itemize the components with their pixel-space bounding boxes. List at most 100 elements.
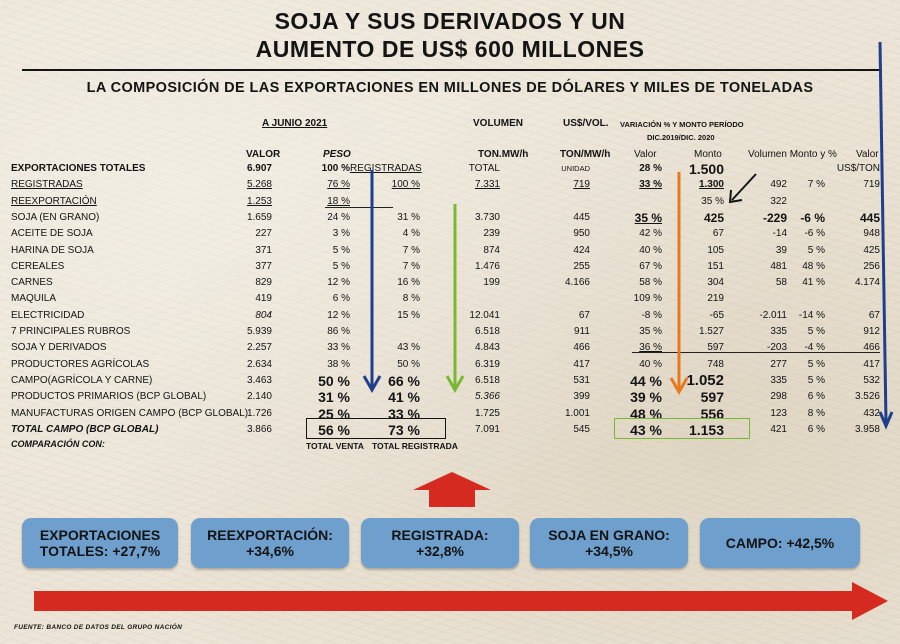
cell-vmonto: -14: [772, 228, 787, 240]
cell-vol: 239: [483, 228, 500, 240]
cell-peso: 100 %: [321, 163, 350, 174]
cell-usdton: 3.526: [854, 391, 880, 403]
cell-usdton: 719: [863, 179, 880, 191]
page-subtitle: LA COMPOSICIÓN DE LAS EXPORTACIONES EN M…: [86, 80, 814, 96]
cell-peso: 24 %: [327, 211, 350, 223]
cell-usdton: 3.958: [854, 423, 880, 435]
cell-monto: 425: [703, 210, 724, 225]
soja-derivados-rule: [632, 352, 880, 353]
cell-valor: 1.659: [246, 211, 272, 223]
cell-monto: 105: [707, 244, 724, 256]
cell-reg: 33 %: [388, 405, 420, 422]
cell-var: 33 %: [639, 179, 662, 191]
row-label: MAQUILA: [11, 293, 57, 305]
cell-var: -8 %: [641, 309, 662, 321]
row-label: CAMPO(AGRÍCOLA Y CARNE): [11, 374, 153, 386]
cell-vmonto: 335: [770, 374, 787, 386]
cell-monto: 35 %: [701, 195, 724, 207]
blue-arrow-peso: [362, 170, 382, 394]
cell-usdton: 4.174: [854, 277, 880, 289]
cell-usdv: 719: [573, 179, 590, 191]
cell-monto: 67: [712, 228, 724, 240]
cell-usdv: 424: [573, 244, 590, 256]
black-diagonal-arrow: [728, 173, 757, 204]
cell-usdv: 466: [573, 342, 590, 354]
cell-peso: 6 %: [332, 293, 350, 305]
cell-vmonto: -2.011: [759, 309, 787, 321]
cell-usdton: 67: [868, 309, 880, 321]
row-label: TOTAL CAMPO (BCP GLOBAL): [11, 423, 159, 435]
cell-usdton: 256: [863, 260, 880, 272]
cell-vpct: 41 %: [802, 277, 825, 289]
total-campo-var-box: [614, 418, 750, 439]
row-label: SOJA Y DERIVADOS: [11, 342, 107, 354]
cell-peso: 3 %: [332, 228, 350, 240]
cell-peso: 5 %: [332, 244, 350, 256]
cell-var: 35 %: [639, 326, 662, 337]
row-label: ACEITE DE SOJA: [11, 228, 93, 240]
red-up-arrow: [413, 472, 491, 507]
cell-valor: 5.268: [246, 179, 272, 191]
cell-vpct: 5 %: [807, 244, 825, 256]
cell-monto: 597: [707, 342, 724, 354]
cell-monto: 556: [700, 405, 724, 422]
cell-monto: 1.153: [688, 421, 724, 438]
row-label: CARNES: [11, 277, 53, 289]
cell-monto: 1.500: [688, 161, 724, 177]
total-registrada-label: TOTAL REGISTRADA: [372, 441, 458, 451]
cell-valor: 2.140: [246, 391, 272, 403]
cell-reg: 31 %: [397, 211, 420, 223]
green-arrow-registradas: [445, 204, 465, 394]
comparacion-label: COMPARACIÓN CON:: [11, 439, 105, 449]
cell-vpct: 5 %: [807, 358, 825, 370]
cell-var: 67 %: [639, 260, 662, 272]
cell-valor: 829: [255, 277, 272, 289]
header-variacion-period: DIC.2019/DIC. 2020: [647, 133, 715, 142]
cell-var: 43 %: [630, 421, 662, 438]
cell-vpct: 5 %: [807, 326, 825, 337]
summary-reexportacion: REEXPORTACIÓN: +34,6%: [191, 518, 349, 568]
cell-usdton: US$/TON: [836, 163, 880, 174]
cell-var: 109 %: [633, 293, 662, 305]
row-label: PRODUCTORES AGRÍCOLAS: [11, 358, 150, 370]
cell-peso: 25 %: [318, 405, 350, 422]
row-label: PRODUCTOS PRIMARIOS (BCP GLOBAL): [11, 391, 207, 403]
cell-usdton: 425: [863, 244, 880, 256]
cell-valor: 377: [255, 260, 272, 272]
cell-peso: 50 %: [318, 372, 350, 389]
summary-campo: CAMPO: +42,5%: [700, 518, 860, 568]
cell-usdv: 399: [573, 391, 590, 403]
cell-reg: 73 %: [388, 421, 420, 438]
cell-reg: 50 %: [397, 358, 420, 370]
header-period: A JUNIO 2021: [262, 118, 328, 129]
row-label: SOJA (EN GRANO): [11, 211, 100, 223]
cell-var: 40 %: [639, 244, 662, 256]
cell-peso: 12 %: [327, 309, 350, 321]
cell-usdton: 445: [859, 210, 880, 225]
cell-usdv: 950: [573, 228, 590, 240]
cell-vmonto: 298: [770, 391, 787, 403]
row-label: CEREALES: [11, 260, 65, 272]
cell-vmonto: 481: [770, 260, 787, 272]
cell-vpct: -4 %: [804, 342, 825, 354]
cell-monto: 151: [707, 260, 724, 272]
cell-peso: 12 %: [327, 277, 350, 289]
header-var-monto: Monto: [694, 149, 722, 160]
row-label: 7 PRINCIPALES RUBROS: [11, 326, 131, 337]
orange-arrow-variacion: [669, 172, 689, 396]
cell-vpct: 48 %: [802, 260, 825, 272]
header-var-valor: Valor: [634, 149, 657, 160]
cell-reg: 43 %: [397, 342, 420, 354]
summary-soja-en-grano: SOJA EN GRANO: +34,5%: [530, 518, 688, 568]
cell-var: 40 %: [639, 358, 662, 370]
cell-vol: 7.091: [474, 423, 500, 435]
cell-vmonto: 39: [775, 244, 787, 256]
header-variacion: VARIACIÓN % Y MONTO PERÍODO: [620, 120, 744, 129]
cell-reg: 15 %: [397, 309, 420, 321]
cell-usdton: 912: [863, 326, 880, 337]
cell-reg: 4 %: [402, 228, 420, 240]
header-valor: VALOR: [246, 149, 281, 160]
cell-vpct: 7 %: [807, 179, 825, 191]
